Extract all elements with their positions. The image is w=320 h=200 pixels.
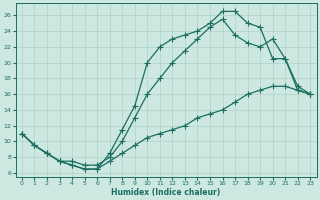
X-axis label: Humidex (Indice chaleur): Humidex (Indice chaleur) [111, 188, 221, 197]
